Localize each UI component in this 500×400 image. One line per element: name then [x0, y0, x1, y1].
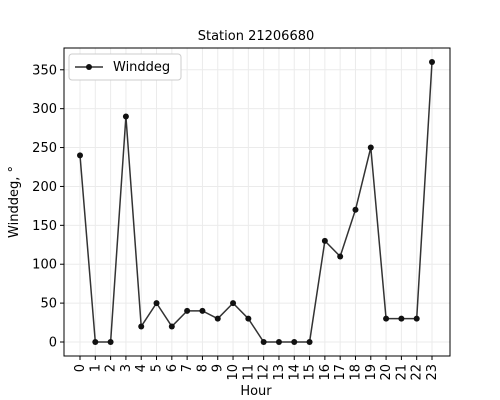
data-point — [107, 339, 114, 345]
data-point — [398, 315, 405, 322]
data-point — [122, 113, 129, 120]
data-point — [168, 323, 175, 330]
y-axis: 0 50 100 150 200 250 300 350 — [32, 63, 64, 351]
y-tick-label: 100 — [32, 258, 57, 273]
y-tick-label: 300 — [32, 102, 57, 117]
data-point — [245, 315, 252, 322]
data-point — [275, 339, 282, 345]
data-point — [352, 206, 359, 213]
data-point — [184, 307, 191, 314]
data-point — [77, 152, 83, 159]
x-tick-label: 16 — [318, 364, 333, 381]
x-tick-label: 13 — [272, 364, 287, 381]
x-tick-label: 18 — [348, 364, 363, 381]
x-tick-label: 9 — [211, 364, 226, 372]
x-tick-label: 10 — [226, 364, 241, 381]
x-tick-label: 4 — [134, 364, 149, 372]
x-tick-label: 19 — [364, 364, 379, 381]
grid — [64, 48, 450, 356]
data-point — [413, 315, 420, 322]
x-tick-label: 2 — [104, 364, 119, 372]
data-point — [383, 315, 390, 322]
chart-title: Station 21206680 — [198, 29, 315, 44]
plot-frame — [63, 47, 451, 357]
x-axis-label: Hour — [240, 384, 272, 399]
x-tick-label: 21 — [394, 364, 409, 381]
data-point — [92, 339, 99, 345]
x-tick-label: 12 — [257, 364, 272, 381]
y-axis-label: Winddeg, ° — [7, 166, 22, 238]
legend-label: Winddeg — [113, 60, 170, 75]
data-point — [214, 315, 221, 322]
y-tick-label: 350 — [32, 63, 57, 78]
data-point — [337, 253, 344, 260]
legend-box — [68, 53, 182, 81]
x-tick-label: 7 — [180, 364, 195, 372]
x-tick-label: 17 — [333, 364, 348, 381]
y-tick-label: 250 — [32, 141, 57, 156]
x-tick-label: 15 — [303, 364, 318, 381]
x-tick-label: 6 — [165, 364, 180, 372]
data-point — [429, 59, 435, 65]
x-tick-label: 8 — [195, 364, 210, 372]
data-point — [230, 300, 237, 307]
data-point — [153, 300, 160, 307]
data-point — [138, 323, 145, 330]
x-tick-label: 0 — [73, 364, 88, 372]
x-tick-label: 20 — [379, 364, 394, 381]
x-tick-label: 23 — [425, 364, 440, 381]
x-tick-label: 22 — [410, 364, 425, 381]
data-point — [367, 144, 374, 151]
data-point — [291, 339, 298, 345]
legend: Winddeg — [68, 53, 182, 81]
series-line — [79, 61, 433, 343]
y-tick-label: 200 — [32, 180, 57, 195]
x-tick-label: 11 — [241, 364, 256, 381]
y-tick-label: 150 — [32, 219, 57, 234]
x-tick-label: 1 — [88, 364, 103, 372]
data-point — [306, 339, 313, 345]
data-point — [199, 307, 206, 314]
y-tick-label: 0 — [49, 336, 57, 351]
x-tick-label: 5 — [150, 364, 165, 372]
y-tick-label: 50 — [40, 297, 57, 312]
series-layer — [77, 59, 435, 345]
data-point — [321, 237, 328, 244]
x-axis: 0 1 2 3 4 5 6 7 8 9 10 11 12 13 14 15 16 17 18 19 20 21 22 23 — [73, 356, 440, 381]
x-tick-label: 14 — [287, 364, 302, 381]
legend-marker — [86, 64, 92, 70]
x-tick-label: 3 — [119, 364, 134, 372]
data-point — [260, 339, 267, 345]
